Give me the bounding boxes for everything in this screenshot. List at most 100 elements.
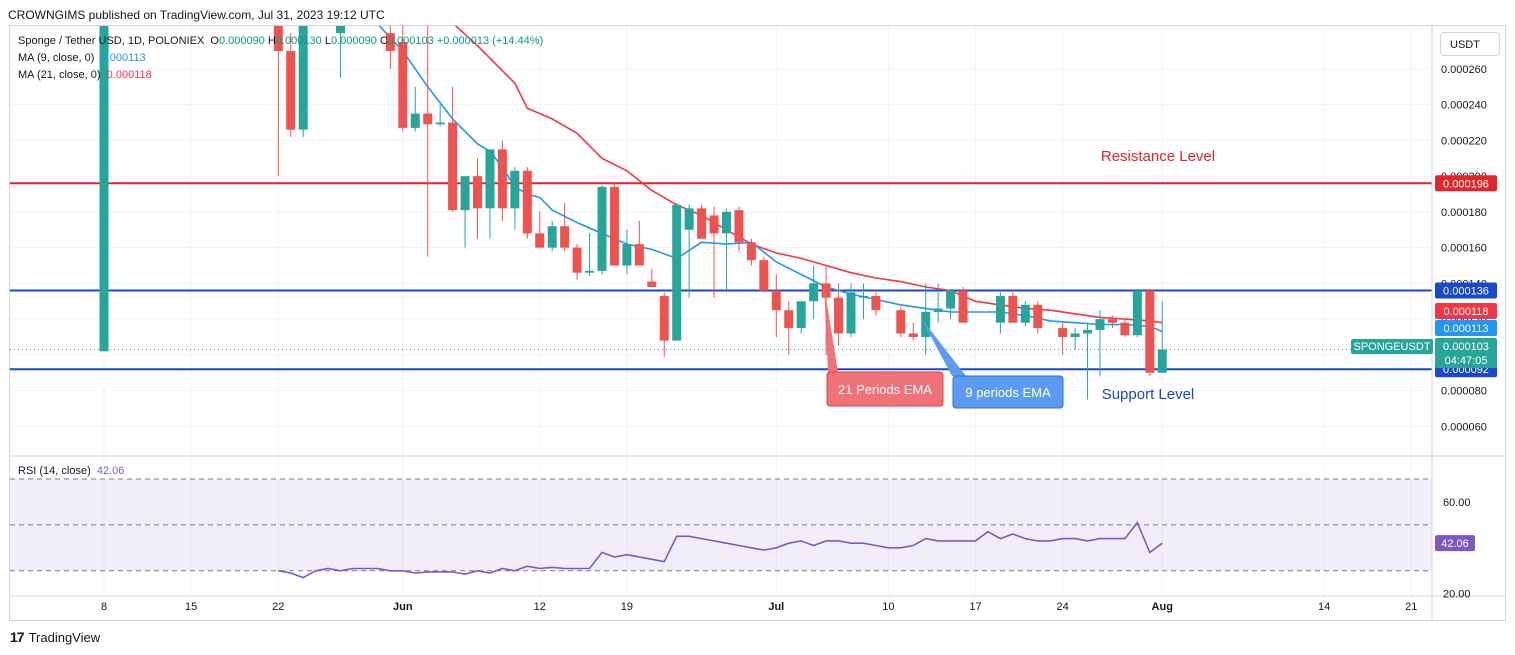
candle xyxy=(908,322,918,341)
candle-body xyxy=(672,204,682,341)
rsi-tag-bg xyxy=(1435,535,1475,552)
candle xyxy=(1132,288,1142,338)
candle-body xyxy=(1033,304,1043,329)
candle xyxy=(535,211,545,248)
support-top-tag: 0.000136 xyxy=(1443,286,1489,298)
candle xyxy=(485,149,495,239)
candle-body xyxy=(796,301,806,329)
candle-body xyxy=(1095,319,1105,330)
candle-body xyxy=(473,176,482,209)
ma9-value: 0.000113 xyxy=(100,52,146,64)
ma9-tag-bg xyxy=(1435,320,1497,336)
candle-body xyxy=(908,333,918,338)
close-value: 0.000103 xyxy=(387,35,434,47)
candle xyxy=(1008,292,1018,323)
rsi-value: 42.06 xyxy=(96,465,125,477)
legend-ma9-row: MA (9, close, 0) 0.000113 xyxy=(18,52,146,64)
candle xyxy=(1033,301,1043,334)
y-tick-label: 0.000080 xyxy=(1441,386,1487,398)
open-value: 0.000090 xyxy=(218,35,265,47)
tradingview-brand: TradingView xyxy=(28,629,101,645)
candle-body xyxy=(896,310,906,334)
candle xyxy=(410,86,420,132)
candle xyxy=(659,292,669,357)
candle-body xyxy=(746,242,756,261)
current-price-tag-bg xyxy=(1435,338,1497,368)
candle xyxy=(771,274,781,338)
candle xyxy=(933,283,943,323)
candle-body xyxy=(858,295,868,298)
ma21-tag: 0.000118 xyxy=(1443,306,1488,318)
x-tick-label: 22 xyxy=(272,601,284,613)
symbol-title: Sponge / Tether USD, 1D, POLONIEX xyxy=(18,35,205,47)
ma21-label: MA (21, close, 0) xyxy=(18,69,101,81)
candle xyxy=(510,167,520,230)
ma9-line xyxy=(378,26,1163,333)
candle xyxy=(1095,310,1105,377)
ema9-callout-label: 9 periods EMA xyxy=(965,385,1051,400)
candle xyxy=(423,26,433,257)
ma21-series xyxy=(454,26,1163,324)
candle xyxy=(784,301,794,355)
legend-ma21-row: MA (21, close, 0) 0.000118 xyxy=(18,69,152,81)
candle xyxy=(298,26,308,137)
support-top-tag-bg xyxy=(1435,282,1497,299)
rsi-line xyxy=(278,521,1163,579)
x-tick-label: 10 xyxy=(882,601,894,613)
candle-body xyxy=(734,210,744,243)
candle xyxy=(1157,301,1167,373)
ema21-callout-box xyxy=(826,371,944,407)
candle xyxy=(734,206,744,252)
ema9-callout-box xyxy=(952,375,1064,409)
candle-body xyxy=(871,295,881,311)
candle-body xyxy=(647,281,657,287)
high-value: 0.000130 xyxy=(275,35,322,47)
candle-body xyxy=(1145,290,1155,373)
y-tick-label: 0.000220 xyxy=(1441,135,1487,147)
candle xyxy=(286,33,296,137)
tradingview-logo[interactable]: 17 TradingView xyxy=(10,629,100,645)
ma9-series xyxy=(378,26,1163,333)
candle xyxy=(1070,328,1080,350)
candle-body xyxy=(709,215,719,234)
x-tick-label: Aug xyxy=(1152,601,1173,613)
ma21-line xyxy=(454,26,1163,324)
candle-body xyxy=(759,260,769,291)
annotations: Resistance Level Support Level 21 Periods … xyxy=(824,148,1215,409)
x-tick-label: 12 xyxy=(534,601,546,613)
candle xyxy=(560,202,570,252)
candle xyxy=(1058,322,1068,355)
candle-body xyxy=(510,170,520,209)
candle xyxy=(497,140,507,221)
candle-body xyxy=(336,26,346,34)
countdown-tag: 04:47:05 xyxy=(1445,355,1488,367)
candle-body xyxy=(385,33,395,52)
legend-rsi-row: RSI (14, close) 42.06 xyxy=(18,465,124,477)
rsi-series xyxy=(278,521,1163,579)
candle xyxy=(896,306,906,338)
candle xyxy=(634,220,644,266)
candle-body xyxy=(1020,304,1030,323)
candle xyxy=(796,301,806,334)
ma21-value: 0.000118 xyxy=(106,69,152,81)
y-tick-label: 0.000260 xyxy=(1441,64,1487,76)
candle-body xyxy=(722,211,731,234)
x-tick-label: 24 xyxy=(1057,601,1069,613)
candle xyxy=(572,244,582,280)
candle xyxy=(958,286,968,323)
candle xyxy=(547,220,557,252)
change-value: +0.000013 (+14.44%) xyxy=(436,35,544,47)
candle-body xyxy=(659,295,669,341)
x-tick-label: 15 xyxy=(185,601,197,613)
currency-unit-button[interactable]: USDT xyxy=(1440,32,1500,56)
candle xyxy=(336,26,346,78)
candle xyxy=(871,292,881,316)
candle-body xyxy=(634,244,644,266)
x-tick-label: Jun xyxy=(393,601,413,613)
candle xyxy=(473,158,482,239)
candle-body xyxy=(958,290,968,323)
candle xyxy=(597,185,607,275)
candle xyxy=(921,283,931,355)
candle-body xyxy=(995,295,1005,323)
